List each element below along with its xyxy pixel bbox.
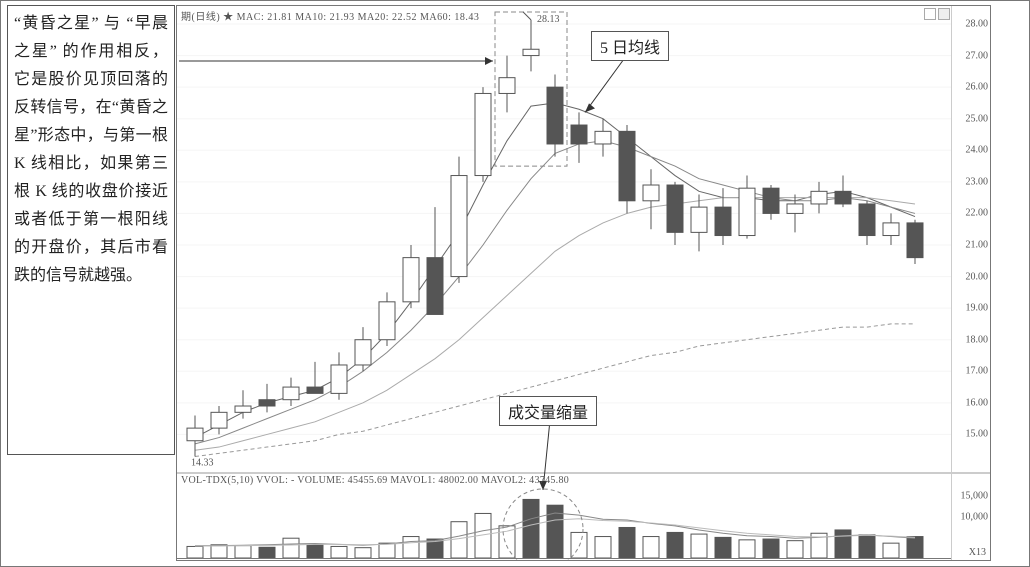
price-tick: 16.00 [966, 397, 989, 408]
price-tick: 21.00 [966, 240, 989, 251]
svg-text:14.33: 14.33 [191, 458, 214, 469]
outer-frame: “黄昏之星” 与 “早晨之星” 的作用相反，它是股价见顶回落的反转信号，在“黄昏… [0, 0, 1030, 567]
price-axis: 28.00 27.00 26.00 25.00 24.00 23.00 22.00 21.00… [951, 6, 990, 560]
price-tick: 22.00 [966, 208, 989, 219]
note-text-box: “黄昏之星” 与 “早晨之星” 的作用相反，它是股价见顶回落的反转信号，在“黄昏… [7, 5, 175, 455]
price-tick: 28.00 [966, 19, 989, 30]
bottom-right-label: X13 [969, 547, 986, 558]
price-tick: 15.00 [966, 429, 989, 440]
callout-ma5: 5 日均线 [591, 31, 669, 61]
price-tick: 27.00 [966, 50, 989, 61]
callout-volume-shrink: 成交量缩量 [499, 396, 597, 426]
callout-volume-shrink-text: 成交量缩量 [508, 405, 588, 422]
volume-tick: 10,000 [961, 511, 989, 522]
price-tick: 19.00 [966, 303, 989, 314]
price-tick: 17.00 [966, 366, 989, 377]
volume-tick: 15,000 [961, 491, 989, 502]
price-tick: 26.00 [966, 82, 989, 93]
chart-panel: 期(日线) ★ MAC: 21.81 MA10: 21.93 MA20: 22.… [176, 5, 991, 561]
price-tick: 23.00 [966, 176, 989, 187]
price-tick: 20.00 [966, 271, 989, 282]
price-tick: 24.00 [966, 145, 989, 156]
svg-text:28.13: 28.13 [537, 14, 560, 25]
note-text: “黄昏之星” 与 “早晨之星” 的作用相反，它是股价见顶回落的反转信号，在“黄昏… [14, 15, 168, 284]
volume-header-text: VOL-TDX(5,10) VVOL: - VOLUME: 45455.69 M… [181, 475, 569, 486]
price-tick: 25.00 [966, 113, 989, 124]
callout-ma5-text: 5 日均线 [600, 40, 660, 57]
price-tick: 18.00 [966, 334, 989, 345]
